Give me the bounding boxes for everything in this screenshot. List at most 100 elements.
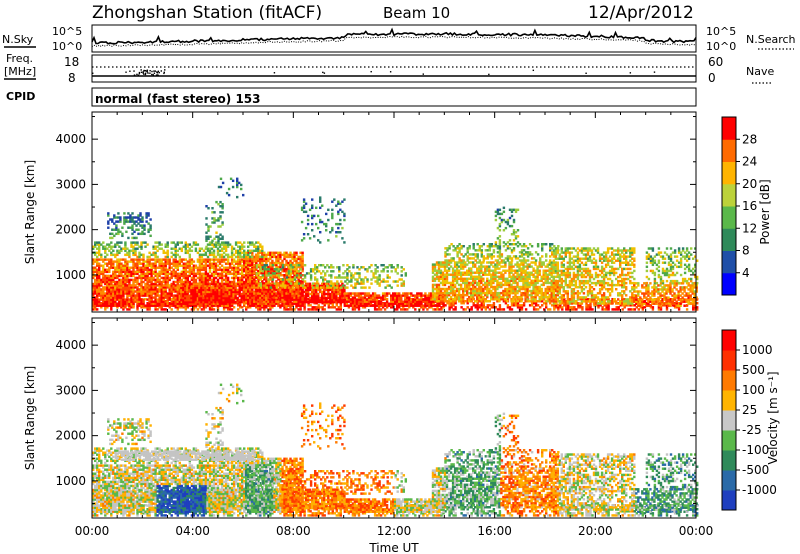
power-cell bbox=[198, 302, 202, 305]
power-cell bbox=[188, 262, 192, 265]
power-cell bbox=[176, 284, 180, 287]
power-cell bbox=[194, 284, 197, 288]
power-cell bbox=[543, 302, 546, 305]
power-cell bbox=[198, 294, 201, 298]
power-cell bbox=[696, 306, 699, 309]
power-cell bbox=[352, 264, 355, 267]
power-cell bbox=[120, 241, 123, 244]
power-cell bbox=[148, 294, 151, 297]
power-cell bbox=[102, 294, 105, 297]
power-cell bbox=[216, 298, 219, 302]
power-cell bbox=[319, 306, 322, 309]
power-cell bbox=[466, 306, 469, 309]
power-cell bbox=[190, 286, 193, 290]
power-cell bbox=[204, 251, 208, 255]
power-cell bbox=[234, 296, 237, 300]
power-cell bbox=[256, 300, 260, 304]
power-cell bbox=[324, 278, 327, 281]
power-cell bbox=[603, 304, 606, 307]
power-cell bbox=[160, 284, 163, 287]
power-cell bbox=[206, 292, 209, 296]
power-cell bbox=[132, 298, 135, 301]
power-cell bbox=[140, 292, 143, 295]
power-cell bbox=[647, 298, 651, 301]
power-cell bbox=[116, 302, 119, 305]
power-cell bbox=[136, 296, 139, 299]
power-cell bbox=[170, 294, 173, 297]
power-cell bbox=[110, 241, 113, 244]
power-cell bbox=[268, 284, 272, 288]
power-cell bbox=[212, 294, 215, 298]
power-cell bbox=[665, 308, 669, 311]
power-cell bbox=[158, 241, 161, 244]
power-cell bbox=[331, 304, 335, 307]
power-cell bbox=[236, 292, 239, 296]
power-cell bbox=[112, 262, 115, 265]
power-cell bbox=[168, 290, 171, 293]
power-cell bbox=[532, 300, 536, 303]
power-cell bbox=[194, 290, 197, 294]
power-cell bbox=[226, 288, 229, 292]
power-cell bbox=[249, 241, 252, 244]
power-cell bbox=[170, 302, 173, 305]
power-cell bbox=[236, 300, 239, 304]
power-cell bbox=[146, 290, 149, 293]
power-cell bbox=[539, 306, 542, 309]
power-cell bbox=[174, 258, 177, 261]
power-cell bbox=[154, 292, 157, 295]
power-cell bbox=[285, 259, 288, 263]
power-cell bbox=[204, 286, 207, 290]
power-cell bbox=[180, 304, 184, 307]
power-cell bbox=[214, 284, 217, 288]
power-cell bbox=[675, 306, 679, 309]
power-cell bbox=[174, 294, 177, 297]
power-cell bbox=[470, 306, 473, 309]
power-cell bbox=[116, 288, 119, 291]
power-cell bbox=[110, 290, 113, 293]
power-cell bbox=[267, 268, 271, 271]
power-cell bbox=[96, 302, 99, 305]
power-cell bbox=[172, 302, 175, 305]
power-cell bbox=[108, 302, 111, 305]
power-cell bbox=[210, 296, 213, 300]
power-cell bbox=[124, 288, 127, 291]
power-cell bbox=[222, 296, 225, 300]
power-cell bbox=[287, 286, 291, 289]
power-cell bbox=[338, 266, 341, 269]
power-cell bbox=[432, 308, 435, 311]
power-cell bbox=[301, 290, 304, 293]
power-cell bbox=[571, 306, 574, 309]
power-cell bbox=[265, 264, 269, 267]
power-cell bbox=[301, 294, 304, 297]
power-cell bbox=[194, 298, 197, 302]
power-cell bbox=[112, 302, 115, 305]
power-cell bbox=[295, 274, 299, 277]
power-cell bbox=[138, 255, 141, 259]
power-cell bbox=[114, 253, 117, 257]
power-cell bbox=[142, 253, 145, 257]
power-cell bbox=[369, 298, 373, 301]
power-cell bbox=[110, 288, 113, 291]
power-cell bbox=[530, 302, 534, 305]
power-cell bbox=[249, 272, 252, 275]
power-cell bbox=[202, 308, 206, 311]
power-cell bbox=[224, 292, 227, 296]
power-cell bbox=[104, 300, 107, 303]
power-cell bbox=[339, 304, 343, 307]
power-cell bbox=[112, 304, 115, 307]
freq-tick-bottom: 8 bbox=[68, 71, 76, 85]
nave-dip-dot bbox=[163, 71, 166, 74]
power-cell bbox=[144, 274, 147, 278]
power-cell bbox=[174, 284, 177, 287]
power-cell bbox=[330, 274, 333, 277]
power-cell bbox=[679, 300, 683, 303]
power-cell bbox=[230, 302, 234, 305]
power-cell bbox=[400, 294, 403, 297]
power-cell bbox=[122, 294, 125, 297]
power-cell bbox=[98, 298, 101, 301]
power-cell bbox=[96, 290, 99, 293]
power-cell bbox=[218, 274, 222, 278]
power-cell bbox=[303, 280, 307, 283]
power-cell bbox=[198, 296, 201, 300]
power-cell bbox=[142, 302, 145, 305]
